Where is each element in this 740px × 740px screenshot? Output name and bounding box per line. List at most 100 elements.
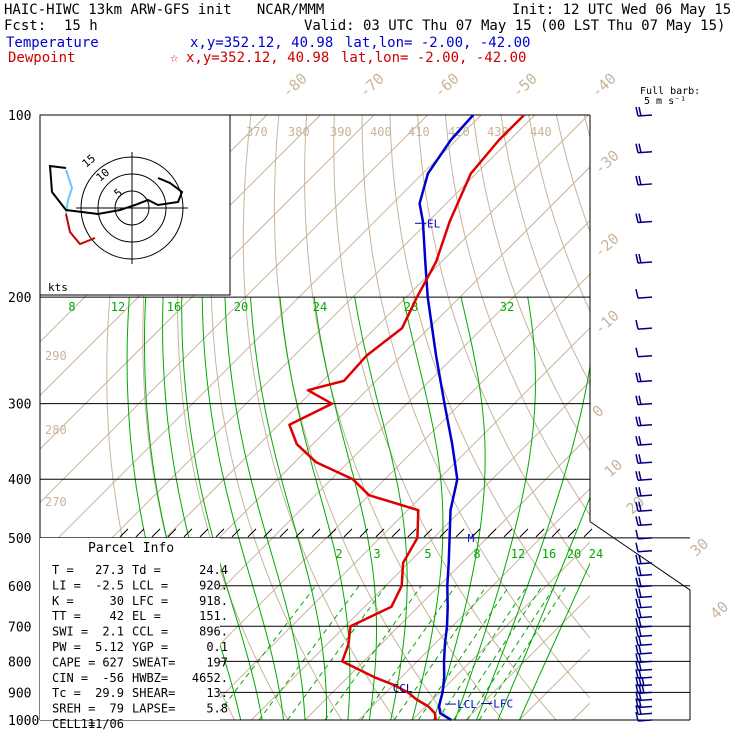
wind-barb-shaft	[637, 549, 653, 553]
level-hatch	[551, 528, 561, 538]
wind-barb-flag	[635, 395, 639, 405]
parcel-field-label: HWBZ=	[132, 671, 168, 685]
wind-barb-flag	[635, 471, 639, 481]
parcel-field-value: 111/06	[81, 717, 124, 731]
plot-title: HAIC-HIWC 13km ARW-GFS init NCAR/MMM	[4, 2, 325, 18]
wind-barb-flag	[635, 684, 639, 694]
parcel-field-value: 13.	[206, 686, 228, 700]
level-hatch	[359, 528, 369, 538]
wind-barb-flag	[635, 516, 639, 526]
wind-barb-flag	[635, 554, 639, 565]
parcel-field-label: K =	[52, 594, 74, 608]
wind-barb-flag	[635, 143, 639, 153]
theta-label: 410	[408, 125, 430, 139]
mixing-ratio-label: 8	[473, 547, 480, 561]
parcel-field-label: TT =	[52, 609, 81, 623]
wind-barb-flag	[638, 627, 642, 637]
pressure-tick-label: 800	[8, 655, 31, 670]
parcel-field-value: 29.9	[95, 686, 124, 700]
wind-barb-flag	[635, 213, 639, 223]
level-hatch	[423, 528, 433, 538]
parcel-field-value: -56	[102, 671, 124, 685]
pressure-tick-label: 1000	[8, 714, 39, 729]
wind-barb-flag	[638, 516, 642, 526]
mixing-ratio-label: 3	[373, 547, 380, 561]
wind-barb-flag	[635, 627, 639, 637]
wind-barb-flag	[638, 554, 642, 565]
parcel-field-value: 79	[110, 702, 124, 716]
parcel-field-value: 896.	[199, 625, 228, 639]
wind-barb-flag	[635, 347, 639, 357]
wind-barb-shaft	[637, 537, 653, 540]
parcel-field-label: SREH =	[52, 702, 95, 716]
init-time: Init: 12 UTC Wed 06 May 15	[512, 2, 732, 18]
barb-key-line1: Full barb:	[640, 86, 701, 97]
level-hatch	[567, 528, 577, 538]
dry-adiabat-line	[389, 115, 590, 639]
forecast-label: Fcst:	[4, 18, 47, 34]
wind-barb-shaft	[637, 327, 653, 330]
dewpoint-xy: x,y=352.12, 40.98	[186, 50, 330, 66]
isotherm-label: 0	[589, 402, 608, 421]
wind-barbs	[635, 106, 653, 722]
forecast-hour: 15 h	[64, 18, 98, 34]
level-hatch	[343, 528, 353, 538]
parcel-field-value: 4652.	[192, 671, 228, 685]
temperature-xy: x,y=352.12, 40.98	[190, 35, 334, 51]
level-markers: EL M CCL LCL LFC	[393, 217, 513, 711]
mixing-ratio-line	[360, 585, 457, 721]
mixing-ratio-label: 24	[313, 300, 327, 314]
theta-label: 370	[246, 125, 268, 139]
isotherm-line	[143, 273, 590, 720]
wind-barb-flag	[635, 588, 639, 598]
parcel-field-label: EL =	[132, 609, 161, 623]
wind-barb-flag	[635, 577, 639, 587]
parcel-field-value: 197	[206, 655, 228, 669]
wind-barb-flag	[635, 372, 639, 382]
mixing-ratio-label: 16	[167, 300, 181, 314]
theta-label: 400	[370, 125, 392, 139]
level-hatch	[471, 528, 481, 538]
mixing-ratio-label: 12	[511, 547, 525, 561]
wind-barb-flag	[635, 435, 639, 446]
wind-barb-flag	[638, 669, 642, 679]
level-hatch	[311, 528, 321, 538]
dewpoint-latlon: lat,lon= -2.00, -42.00	[341, 50, 527, 66]
wind-barb-flag	[635, 676, 639, 687]
pressure-tick-label: 500	[8, 532, 31, 547]
wind-barb-flag	[638, 106, 642, 117]
mixing-ratio-line	[437, 585, 528, 721]
wind-barb-flag	[635, 618, 639, 628]
level-hatch	[247, 528, 257, 538]
isotherm-line	[251, 380, 590, 720]
wind-barb-flag	[635, 691, 639, 701]
wind-barb-flag	[641, 676, 645, 687]
mixing-ratio-label: 24	[589, 547, 603, 561]
wind-barb-flag	[638, 372, 642, 382]
wind-barb-shaft	[637, 296, 653, 299]
wind-barb-flag	[638, 471, 642, 481]
wind-barb-flag	[638, 661, 642, 671]
level-hatch	[231, 528, 241, 538]
parcel-field-label: CAPE =	[52, 655, 95, 669]
parcel-field-value: 27.3	[95, 563, 124, 577]
hodograph-units-label: kts	[48, 281, 68, 294]
wind-barb-flag	[635, 106, 639, 117]
level-hatch	[215, 528, 225, 538]
isotherm-line	[197, 327, 590, 720]
wind-barb-flag	[635, 416, 639, 426]
level-hatch	[583, 528, 593, 538]
wind-barb-flag	[635, 542, 639, 552]
wind-barb-flag	[638, 577, 642, 587]
mixing-ratio-label: 12	[111, 300, 125, 314]
theta-label: 380	[288, 125, 310, 139]
hodograph-trace-lower	[65, 213, 96, 246]
hodograph-trace-upper	[65, 169, 74, 215]
wind-barb-flag	[635, 288, 639, 299]
dry-adiabat-line	[304, 115, 503, 720]
wind-barb-flag	[638, 454, 642, 464]
wind-barb-flag	[638, 435, 642, 446]
dry-adiabat-line	[723, 115, 740, 720]
dry-adiabat-line	[612, 115, 740, 720]
